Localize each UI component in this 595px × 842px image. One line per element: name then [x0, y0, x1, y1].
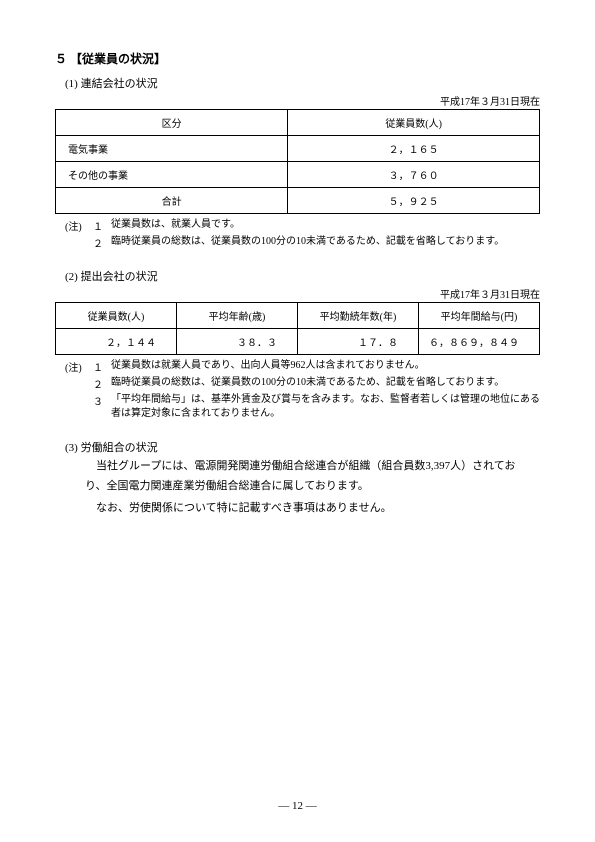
table-2: 従業員数(人) 平均年齢(歳) 平均勤続年数(年) 平均年間給与(円) ２，１４…: [55, 302, 540, 355]
col-header: 従業員数(人): [288, 110, 540, 136]
sub3-title: (3) 労働組合の状況: [65, 439, 540, 455]
note-label: (注): [65, 218, 93, 233]
cell-total-label: 合計: [56, 188, 288, 214]
note-label: [65, 235, 93, 250]
note-num: １: [93, 359, 111, 374]
col-header: 平均年齢(歳): [177, 303, 298, 329]
cell: １７．８: [298, 329, 419, 355]
table-total-row: 合計 ５，９２５: [56, 188, 540, 214]
note-label: [65, 393, 93, 421]
note-num: １: [93, 218, 111, 233]
note-row: ２ 臨時従業員の総数は、従業員数の100分の10未満であるため、記載を省略してお…: [65, 376, 540, 391]
table-header-row: 従業員数(人) 平均年齢(歳) 平均勤続年数(年) 平均年間給与(円): [56, 303, 540, 329]
col-header: 区分: [56, 110, 288, 136]
note-row: ２ 臨時従業員の総数は、従業員数の100分の10未満であるため、記載を省略してお…: [65, 235, 540, 250]
page-number: ― 12 ―: [0, 800, 595, 812]
section-number: ５: [55, 52, 67, 66]
sub1-title: (1) 連結会社の状況: [65, 75, 540, 91]
cell: ２，１４４: [56, 329, 177, 355]
subsection-3: (3) 労働組合の状況 当社グループには、電源開発関連労働組合総連合が組織（組合…: [55, 439, 540, 518]
section-title: ５ 【従業員の状況】: [55, 50, 540, 67]
note-row: (注) １ 従業員数は就業人員であり、出向人員等962人は含まれておりません。: [65, 359, 540, 374]
cell-label: 電気事業: [56, 136, 288, 162]
table-header-row: 区分 従業員数(人): [56, 110, 540, 136]
cell-value: ３，７６０: [288, 162, 540, 188]
table-row: 電気事業 ２，１６５: [56, 136, 540, 162]
paragraph: なお、労使関係について特に記載すべき事項はありません。: [85, 499, 530, 519]
note-num: ２: [93, 376, 111, 391]
subsection-1: (1) 連結会社の状況 平成17年３月31日現在 区分 従業員数(人) 電気事業…: [55, 75, 540, 250]
sub2-title: (2) 提出会社の状況: [65, 268, 540, 284]
col-header: 平均勤続年数(年): [298, 303, 419, 329]
table-row: その他の事業 ３，７６０: [56, 162, 540, 188]
note-text: 臨時従業員の総数は、従業員数の100分の10未満であるため、記載を省略しておりま…: [111, 376, 540, 391]
sub1-date: 平成17年３月31日現在: [55, 93, 540, 108]
cell: ３８．３: [177, 329, 298, 355]
note-row: (注) １ 従業員数は、就業人員です。: [65, 218, 540, 233]
sub2-notes: (注) １ 従業員数は就業人員であり、出向人員等962人は含まれておりません。 …: [65, 359, 540, 421]
note-num: ３: [93, 393, 111, 421]
note-text: 従業員数は、就業人員です。: [111, 218, 540, 233]
note-label: [65, 376, 93, 391]
subsection-2: (2) 提出会社の状況 平成17年３月31日現在 従業員数(人) 平均年齢(歳)…: [55, 268, 540, 421]
table-row: ２，１４４ ３８．３ １７．８ ６，８６９，８４９: [56, 329, 540, 355]
table-1: 区分 従業員数(人) 電気事業 ２，１６５ その他の事業 ３，７６０ 合計 ５，…: [55, 109, 540, 214]
note-text: 従業員数は就業人員であり、出向人員等962人は含まれておりません。: [111, 359, 540, 374]
cell-value: ２，１６５: [288, 136, 540, 162]
note-row: ３ 「平均年間給与」は、基準外賃金及び賞与を含みます。なお、監督者若しくは管理の…: [65, 393, 540, 421]
sub2-date: 平成17年３月31日現在: [55, 286, 540, 301]
paragraph: 当社グループには、電源開発関連労働組合総連合が組織（組合員数3,397人）されて…: [85, 457, 530, 497]
col-header: 平均年間給与(円): [419, 303, 540, 329]
cell-label: その他の事業: [56, 162, 288, 188]
col-header: 従業員数(人): [56, 303, 177, 329]
note-text: 臨時従業員の総数は、従業員数の100分の10未満であるため、記載を省略しておりま…: [111, 235, 540, 250]
cell: ６，８６９，８４９: [419, 329, 540, 355]
cell-total-value: ５，９２５: [288, 188, 540, 214]
section-heading: 【従業員の状況】: [70, 52, 166, 66]
note-num: ２: [93, 235, 111, 250]
note-label: (注): [65, 359, 93, 374]
sub1-notes: (注) １ 従業員数は、就業人員です。 ２ 臨時従業員の総数は、従業員数の100…: [65, 218, 540, 250]
note-text: 「平均年間給与」は、基準外賃金及び賞与を含みます。なお、監督者若しくは管理の地位…: [111, 393, 540, 421]
